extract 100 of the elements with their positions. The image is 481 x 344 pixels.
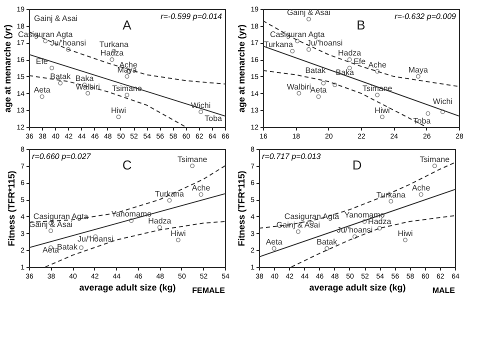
data-label: Baka (75, 74, 94, 83)
data-label: Tsimane (112, 84, 142, 93)
data-label: Gainj & Asai (276, 220, 320, 230)
point (124, 92, 130, 98)
y-axis-title: age at menarche (yr) (2, 24, 13, 113)
point (316, 94, 321, 99)
data-label: Hadza (368, 217, 392, 226)
data-label: Batak (316, 237, 338, 246)
data-label: Aeta (34, 86, 51, 95)
point (321, 80, 326, 86)
point (418, 192, 424, 197)
data-label: Hadza (100, 48, 124, 58)
annotation: r=-0.599 p=0.014 (160, 12, 223, 21)
point (402, 238, 408, 242)
point (440, 110, 445, 114)
point (78, 245, 84, 250)
data-label: Ache (368, 60, 387, 70)
data-label: Yanomamo (344, 210, 386, 220)
point (190, 164, 195, 168)
data-label: Hiwi (398, 229, 414, 238)
data-label: Hiwi (110, 106, 126, 115)
data-label: Toba (413, 116, 432, 126)
point (352, 234, 358, 239)
data-label: Batak (305, 66, 327, 76)
point (43, 38, 48, 44)
annotation: r=0.717 p=0.013 (262, 152, 322, 161)
data-label: Ju/'hoansi (50, 38, 86, 48)
data-label: Tsimane (177, 154, 208, 164)
data-label: Turkana (154, 189, 185, 198)
point (375, 92, 380, 98)
y-axis-title: Fitness (TFR*115) (236, 170, 247, 246)
point (272, 246, 276, 251)
data-label: Ache (192, 184, 211, 193)
point (375, 69, 380, 74)
data-label: Aeta (310, 86, 328, 95)
data-label: Turkana (376, 190, 406, 200)
point (66, 47, 70, 52)
data-label: Tsimane (420, 154, 450, 164)
data-label: Ju/'hoansi (78, 234, 114, 244)
data-label: Walbiri (286, 82, 312, 92)
point (198, 192, 204, 197)
point (332, 82, 338, 88)
data-label: Wichi (432, 96, 453, 106)
x-axis-title: average adult size (kg) (309, 282, 406, 292)
data-label: Batak (57, 242, 78, 252)
point (324, 246, 330, 251)
point (290, 48, 295, 54)
annotation: C (122, 158, 132, 173)
data-label: Hiwi (170, 229, 186, 238)
point (380, 114, 385, 120)
y-axis-title: age at menarche (yr) (236, 24, 247, 113)
point (295, 38, 300, 44)
point (48, 228, 54, 234)
point (86, 91, 90, 96)
data-label: Hiwi (374, 106, 390, 115)
annotation: Toba (204, 114, 223, 123)
point (129, 218, 134, 223)
data-label: Efe (36, 57, 48, 66)
data-label: Casiguran Agta (270, 30, 326, 40)
data-label: Wichi (191, 100, 211, 110)
data-label: Aeta (266, 237, 283, 246)
annotation: Gainj & Asai (34, 14, 78, 23)
point (58, 80, 63, 86)
text: FEMALE (192, 286, 226, 295)
point (124, 74, 130, 79)
data-label: Ache (412, 184, 431, 193)
point (50, 66, 54, 70)
point (388, 198, 394, 204)
point (416, 74, 420, 79)
text: MALE (432, 286, 456, 295)
point (296, 91, 302, 96)
data-label: Efe (354, 57, 366, 66)
data-label: Hadza (148, 216, 172, 226)
point (116, 114, 121, 120)
point (362, 219, 367, 224)
point (377, 226, 382, 230)
data-label: Ju/'hoansi (306, 38, 343, 48)
point (110, 57, 114, 62)
data-label: Batak (50, 72, 72, 82)
data-label: Turkana (264, 40, 294, 50)
point (167, 198, 172, 203)
point (296, 229, 300, 234)
data-label: Maya (408, 65, 428, 74)
y-axis-title: Fitness (TFR*115) (6, 170, 17, 246)
point (198, 110, 204, 114)
point (426, 111, 430, 116)
point (432, 164, 437, 168)
point (347, 57, 352, 62)
annotation: A (122, 18, 132, 33)
point (157, 225, 162, 230)
annotation: B (356, 18, 366, 33)
point (40, 94, 44, 99)
data-label: Turkana (99, 40, 130, 50)
point (306, 16, 312, 22)
point (176, 238, 180, 242)
data-label: Ju/'hoansi (336, 226, 373, 235)
annotation: r=-0.632 p=0.009 (394, 12, 457, 21)
data-label: Hadza (338, 48, 362, 58)
point (306, 47, 312, 52)
x-axis-title: average adult size (kg) (79, 282, 176, 292)
